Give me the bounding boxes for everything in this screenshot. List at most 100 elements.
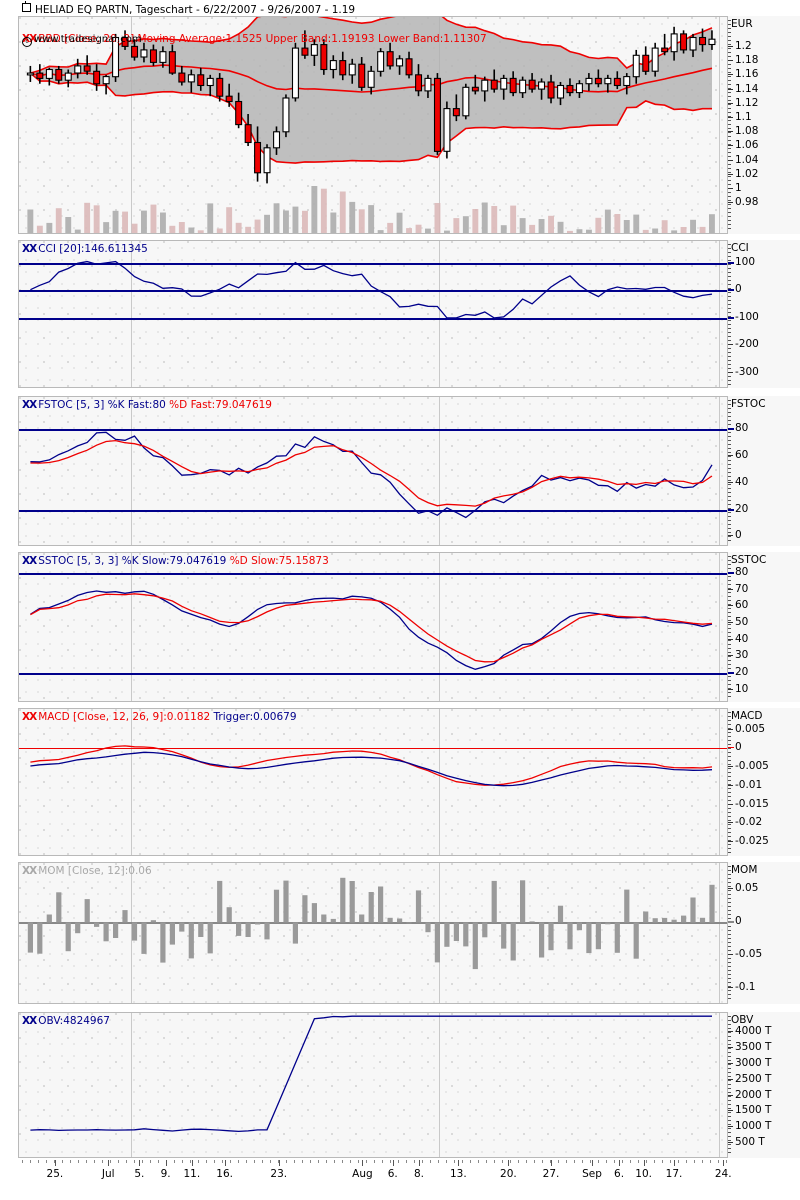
axis-minor-tick <box>728 934 731 935</box>
candle-up <box>159 51 167 63</box>
date-tick <box>362 1160 364 1166</box>
date-minor-tick <box>694 1160 695 1163</box>
momentum-bar <box>368 892 374 923</box>
momentum-bar <box>397 918 403 923</box>
axis-tick <box>728 954 733 955</box>
momentum-bar <box>56 892 62 923</box>
legend-text-cci: CCI [20]:146.611345 <box>38 243 148 255</box>
volume-bar <box>633 214 640 233</box>
legend-sstoc: XX SSTOC [5, 3, 3] %K Slow:79.047619 %D S… <box>22 556 329 567</box>
date-label: 6. <box>614 1168 625 1180</box>
value-axis-macd: MACD 0.005 0 -0.005 -0.01 -0.015 -0.02 -0.025 <box>728 708 800 856</box>
date-minor-tick <box>102 1160 103 1163</box>
candle-up <box>500 77 508 90</box>
momentum-bar <box>425 922 431 933</box>
axis-tick-label: 70 <box>735 583 749 595</box>
axis-minor-tick <box>728 1140 731 1141</box>
volume-bar <box>586 229 592 233</box>
date-minor-tick <box>590 1160 591 1163</box>
reference-line-stub <box>728 428 734 430</box>
axis-minor-tick <box>728 480 731 481</box>
axis-tick <box>728 1142 733 1143</box>
date-minor-tick <box>94 1160 95 1163</box>
date-minor-tick <box>534 1160 535 1163</box>
axis-minor-tick <box>728 784 731 785</box>
axis-minor-tick <box>728 748 731 749</box>
vertical-gridline-1 <box>131 1013 132 1157</box>
candle-down <box>149 49 157 63</box>
momentum-bar <box>387 917 393 923</box>
legend-obv: XX OBV:4824967 <box>22 1016 110 1027</box>
date-minor-tick <box>710 1160 711 1163</box>
plot-area-cci <box>18 240 728 388</box>
lower-band-line <box>29 72 712 164</box>
momentum-bar <box>160 922 166 963</box>
volume-bar <box>226 207 233 233</box>
candle-up <box>206 77 214 87</box>
axis-minor-tick <box>728 576 731 577</box>
date-minor-tick <box>526 1160 527 1163</box>
axis-minor-tick <box>728 890 731 891</box>
axis-minor-tick <box>728 796 731 797</box>
volume-bar <box>320 188 327 233</box>
axis-minor-tick <box>728 962 731 963</box>
candle-up <box>377 51 385 72</box>
axis-tick-label: 60 <box>735 449 749 461</box>
date-tick <box>108 1160 110 1166</box>
axis-minor-tick <box>728 1048 731 1049</box>
axis-minor-tick <box>728 204 731 205</box>
axis-minor-tick <box>728 556 731 557</box>
axis-minor-tick <box>728 684 731 685</box>
axis-minor-tick <box>728 368 731 369</box>
plot-area-fstoc <box>18 396 728 546</box>
axis-minor-tick <box>728 80 731 81</box>
volume-bar <box>642 229 649 233</box>
axis-minor-tick <box>728 874 731 875</box>
axis-minor-tick <box>728 616 731 617</box>
date-minor-tick <box>566 1160 567 1163</box>
axis-minor-tick <box>728 1076 731 1077</box>
axis-tick <box>728 372 733 373</box>
date-minor-tick <box>342 1160 343 1163</box>
copyright-icon: c <box>22 37 32 47</box>
reference-line-80 <box>19 573 727 575</box>
axis-minor-tick <box>728 604 731 605</box>
axis-tick-label: 80 <box>735 422 749 434</box>
axis-minor-tick <box>728 100 731 101</box>
date-label: 6. <box>387 1168 398 1180</box>
axis-minor-tick <box>728 906 731 907</box>
axis-minor-tick <box>728 1072 731 1073</box>
xx-marker: XX <box>22 1015 37 1027</box>
axis-tick <box>728 639 733 640</box>
volume-bar <box>283 210 289 233</box>
axis-minor-tick <box>728 898 731 899</box>
volume-bar <box>311 186 318 233</box>
date-minor-tick <box>86 1160 87 1163</box>
axis-minor-tick <box>728 676 731 677</box>
axis-minor-tick <box>728 380 731 381</box>
axis-tick <box>728 1095 733 1096</box>
date-tick <box>392 1160 394 1166</box>
volume-bar <box>254 219 261 233</box>
volume-bar <box>169 225 176 233</box>
momentum-bar <box>349 881 355 923</box>
momentum-bar <box>330 918 336 923</box>
momentum-bar <box>264 922 270 940</box>
momentum-bar <box>37 922 43 954</box>
volume-bar <box>178 222 185 233</box>
date-minor-tick <box>382 1160 383 1163</box>
axis-tick-label: 4000 T <box>735 1025 772 1037</box>
candle-up <box>462 86 470 117</box>
momentum-bar <box>311 903 317 923</box>
axis-minor-tick <box>728 412 731 413</box>
date-minor-tick <box>286 1160 287 1163</box>
candle-up <box>604 77 612 85</box>
date-minor-tick <box>78 1160 79 1163</box>
vertical-gridline-1 <box>131 709 132 855</box>
date-minor-tick <box>678 1160 679 1163</box>
date-minor-tick <box>414 1160 415 1163</box>
axis-minor-tick <box>728 68 731 69</box>
axis-tick-label: 1.06 <box>735 139 759 151</box>
axis-minor-tick <box>728 588 731 589</box>
axis-minor-tick <box>728 656 731 657</box>
